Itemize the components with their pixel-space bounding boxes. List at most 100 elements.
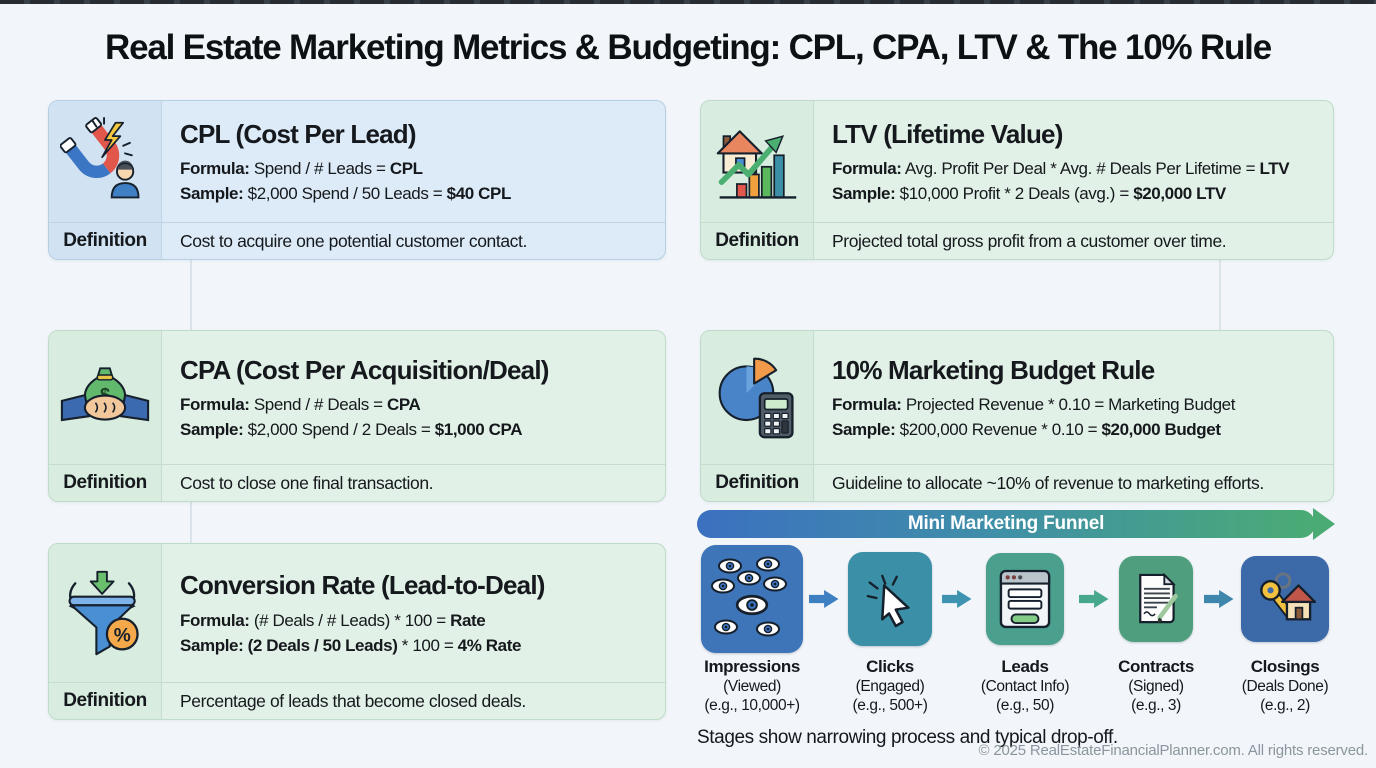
card-cpa-title: CPA (Cost Per Acquisition/Deal) [180, 354, 549, 385]
page-title: Real Estate Marketing Metrics & Budgetin… [105, 28, 1272, 67]
card-conv-sample: Sample: (2 Deals / 50 Leads) * 100 = 4% … [180, 636, 651, 656]
definition-label: Definition [49, 465, 162, 501]
formula-text: (# Deals / # Leads) * 100 = [249, 610, 451, 630]
sample-result: $40 CPL [446, 184, 512, 203]
definition-label: Definition [49, 683, 162, 719]
signed-document-icon [1139, 572, 1178, 624]
copyright-footer: © 2025 RealEstateFinancialPlanner.com. A… [978, 742, 1369, 759]
sample-text: $2,000 Spend / 2 Deals = [243, 420, 435, 439]
stage-example: (e.g., 50) [995, 697, 1055, 714]
formula-result: CPA [387, 395, 421, 414]
stage-box-wrap [848, 545, 932, 653]
stage-name: Contracts [1118, 657, 1194, 676]
definition-text: Cost to acquire one potential customer c… [180, 230, 527, 251]
formula-text: Projected Revenue * 0.10 = Marketing Bud… [901, 395, 1236, 414]
stage-name: Closings [1250, 657, 1320, 676]
card-budget-title: 10% Marketing Budget Rule [832, 354, 1155, 385]
stage-box-wrap [1241, 545, 1329, 653]
card-conv-top: % Conversion Rate (Lead-to-Deal) Formula… [49, 544, 665, 682]
stage-example: (e.g., 3) [1131, 697, 1181, 714]
funnel-percent-icon: % [68, 570, 139, 656]
sample-text: $2,000 Spend / 50 Leads = [243, 184, 447, 203]
stage-name: Impressions [704, 657, 800, 676]
card-conv-icon-cell: % [49, 544, 162, 682]
card-cpl-formula: Formula: Spend / # Leads = CPL [180, 159, 651, 179]
card-ltv-definition-row: Definition Projected total gross profit … [701, 222, 1333, 259]
card-cpa-top: $ CPA (Cost Per Acquisition/Deal) Formul… [49, 331, 665, 464]
card-ltv-top: LTV (Lifetime Value) Formula: Avg. Profi… [701, 101, 1333, 222]
card-budget-sample: Sample: $200,000 Revenue * 0.10 = $20,00… [832, 420, 1319, 440]
stage-example: (e.g., 10,000+) [704, 697, 800, 714]
sample-label: Sample: [832, 420, 896, 439]
funnel-arrow-icon [1078, 590, 1109, 608]
formula-label: Formula: [832, 395, 902, 414]
funnel-stages-row: Impressions (Viewed) (e.g., 10,000+) Cli… [697, 545, 1335, 715]
funnel-banner-title: Mini Marketing Funnel [907, 513, 1105, 534]
definition-label: Definition [49, 223, 162, 259]
stage-sub: (Contact Info) [980, 678, 1070, 695]
contact-form-icon [999, 569, 1051, 629]
funnel-arrow-icon [1203, 590, 1234, 608]
card-cpa-definition-row: Definition Cost to close one final trans… [49, 464, 665, 501]
stage-example: (e.g., 500+) [852, 697, 928, 714]
sample-boldpre: (2 Deals / 50 Leads) [243, 635, 398, 655]
card-conv-title: Conversion Rate (Lead-to-Deal) [180, 570, 545, 600]
card-cpa-sample: Sample: $2,000 Spend / 2 Deals = $1,000 … [180, 420, 651, 440]
sample-label: Sample: [180, 184, 244, 203]
card-conversion-rate: % Conversion Rate (Lead-to-Deal) Formula… [48, 543, 666, 720]
card-cpl-title: CPL (Cost Per Lead) [180, 118, 417, 149]
formula-result: CPL [389, 159, 423, 178]
sample-text: * 100 = [397, 635, 458, 655]
card-cpa-icon-cell: $ [49, 331, 162, 464]
formula-result: Rate [450, 610, 486, 630]
card-budget-icon-cell [701, 331, 814, 464]
funnel-stage-impressions: Impressions (Viewed) (e.g., 10,000+) [697, 545, 807, 715]
sample-label: Sample: [180, 420, 244, 439]
stage-name: Clicks [866, 657, 914, 676]
formula-text: Avg. Profit Per Deal * Avg. # Deals Per … [901, 159, 1260, 178]
funnel-stage-clicks: Clicks (Engaged) (e.g., 500+) [840, 545, 940, 715]
funnel-banner-arrowhead-icon [1313, 508, 1335, 540]
funnel-banner-bar: Mini Marketing Funnel [697, 510, 1315, 538]
definition-label: Definition [701, 465, 814, 501]
sample-result: $20,000 Budget [1101, 420, 1221, 439]
definition-text: Cost to close one final transaction. [180, 472, 434, 493]
contracts-box [1119, 556, 1193, 642]
card-ltv-sample: Sample: $10,000 Profit * 2 Deals (avg.) … [832, 184, 1319, 204]
card-ltv-content: LTV (Lifetime Value) Formula: Avg. Profi… [814, 101, 1333, 222]
sample-result: 4% Rate [457, 635, 522, 655]
funnel-arrow-icon [808, 590, 839, 608]
mini-marketing-funnel: Mini Marketing Funnel [697, 508, 1335, 749]
stage-sub: (Signed) [1128, 678, 1184, 695]
stage-sub: (Engaged) [855, 678, 925, 695]
card-budget-definition-row: Definition Guideline to allocate ~10% of… [701, 464, 1333, 501]
stage-box-wrap [701, 545, 803, 653]
stage-example: (e.g., 2) [1260, 697, 1310, 714]
leads-box [986, 553, 1064, 645]
card-connector-line [1219, 258, 1221, 330]
sample-text: $10,000 Profit * 2 Deals (avg.) = [895, 184, 1134, 203]
stage-box-wrap [986, 545, 1064, 653]
card-conv-definition-row: Definition Percentage of leads that beco… [49, 682, 665, 719]
key-house-icon [1260, 572, 1316, 621]
eyes-icon [711, 556, 787, 637]
card-connector-line [190, 500, 192, 543]
stage-name: Leads [1001, 657, 1049, 676]
card-conv-formula: Formula: (# Deals / # Leads) * 100 = Rat… [180, 611, 651, 631]
card-ltv-formula: Formula: Avg. Profit Per Deal * Avg. # D… [832, 159, 1319, 179]
sample-result: $20,000 LTV [1133, 184, 1226, 203]
stage-box-wrap [1119, 545, 1193, 653]
house-growth-chart-icon [716, 129, 797, 199]
funnel-stage-closings: Closings (Deals Done) (e.g., 2) [1235, 545, 1335, 715]
formula-result: LTV [1259, 159, 1290, 178]
percent-symbol: % [114, 626, 131, 647]
card-cpa: $ CPA (Cost Per Acquisition/Deal) Formul… [48, 330, 666, 502]
definition-text: Guideline to allocate ~10% of revenue to… [832, 472, 1264, 493]
cursor-click-icon [866, 574, 910, 628]
definition-label: Definition [701, 223, 814, 259]
definition-text: Projected total gross profit from a cust… [832, 230, 1227, 251]
sample-label: Sample: [832, 184, 896, 203]
stage-sub: (Viewed) [723, 678, 781, 695]
formula-label: Formula: [180, 395, 250, 414]
card-budget-formula: Formula: Projected Revenue * 0.10 = Mark… [832, 395, 1319, 415]
